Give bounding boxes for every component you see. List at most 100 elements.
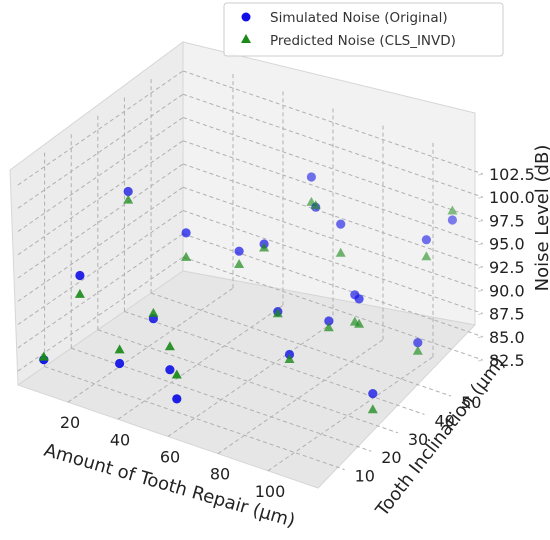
simulated-point [421,235,431,245]
simulated-point [75,270,85,281]
simulated-point [413,338,423,348]
predicted-point [74,288,85,298]
floor-grid-y [150,292,452,397]
legend-box [223,2,504,57]
y-tick-label: 40 [434,411,454,430]
left-grid-z [17,256,184,372]
predicted-point [447,205,458,215]
left-grid-z [17,163,184,279]
x-tick-label: 60 [160,448,180,467]
z-tick-label: 95.0 [489,235,525,254]
floor-grid-y [44,366,345,471]
z-axis-label: Noise Level (dB) [532,145,550,292]
back-grid-z [182,210,484,314]
predicted-point [164,341,175,351]
x-tick-label: 100 [255,482,286,501]
left-grid-z [17,233,184,349]
x-tick-labels: 20 40 60 80 100 [60,413,285,501]
left-grid-z [17,70,184,186]
z-tick-label: 102.5 [489,165,535,184]
back-grid-z [182,140,484,245]
predicted-point [38,351,49,361]
predicted-point [412,345,423,355]
legend: Simulated Noise (Original) Predicted Noi… [223,2,504,57]
predicted-point [259,242,270,252]
simulated-point [172,394,182,404]
z-tick-label: 82.5 [489,351,525,370]
z-tick-mark [477,336,484,339]
left-grid-z [17,93,184,209]
z-tick-mark [477,196,484,199]
predicted-point [284,354,295,363]
floor-grid-y [97,329,399,434]
simulated-point [368,389,378,399]
simulated-point [165,365,175,375]
predicted-point [148,307,159,317]
back-grid-z [182,93,484,198]
z-tick-mark [477,219,484,222]
data-points [38,172,458,414]
z-tick-label: 85.0 [489,328,525,347]
simulated-point [306,172,316,182]
predicted-point [310,200,321,210]
x-tick-label: 40 [110,430,130,449]
back-grid-z [182,186,484,291]
predicted-point [421,251,432,261]
back-grid-z [182,163,484,268]
left-grid-z [17,117,184,232]
floor-grid-y [124,310,425,415]
z-tick-mark [477,289,484,292]
predicted-point [367,404,378,414]
predicted-point [335,247,346,257]
simulated-point [324,316,334,326]
simulated-point [181,228,191,238]
y-tick-labels: 10 20 30 40 50 [355,393,482,486]
z-tick-label: 90.0 [489,281,525,300]
y-tick-label: 20 [381,448,401,467]
legend-label-predicted: Predicted Noise (CLS_INVD) [270,33,456,49]
back-grid-z [182,117,484,221]
z-tick-mark [477,243,484,246]
left-grid-z [17,210,184,325]
predicted-point [114,344,125,354]
y-tick-label: 30 [408,430,428,449]
back-grid-z [182,70,484,175]
floor-grid-x [117,304,284,420]
z-tick-mark [477,266,484,269]
predicted-point [171,369,182,379]
left-grid-z [17,186,184,302]
grid-lines [17,70,484,472]
back-grid-z [182,256,484,361]
y-tick-label: 10 [355,467,375,486]
legend-marker-simulated [241,12,251,22]
z-tick-label: 92.5 [489,258,525,277]
simulated-point [336,219,346,229]
z-tick-mark [477,359,484,362]
back-grid-z [182,233,484,338]
x-tick-label: 20 [60,413,80,432]
y-tick-label: 50 [461,393,481,412]
simulated-point [115,358,125,369]
simulated-point [447,215,457,225]
simulated-point [123,186,133,197]
z-tick-label: 87.5 [489,305,525,324]
predicted-point [181,251,192,261]
z-tick-label: 100.0 [489,188,535,207]
z-tick-labels: 82.5 85.0 87.5 90.0 92.5 95.0 97.5 100.0 102.5 [477,165,535,370]
predicted-point [234,259,245,268]
predicted-point [272,308,283,318]
x-tick-label: 80 [210,465,230,484]
predicted-point [323,322,334,332]
z-tick-mark [477,313,484,316]
legend-marker-predicted [241,34,251,43]
left-grid-z [17,140,184,256]
simulated-point [234,246,244,256]
simulated-point [354,294,364,304]
z-tick-mark [477,173,484,176]
legend-label-simulated: Simulated Noise (Original) [270,10,448,26]
floor-grid-x [267,356,434,472]
predicted-point [354,318,365,328]
predicted-point [123,194,134,204]
